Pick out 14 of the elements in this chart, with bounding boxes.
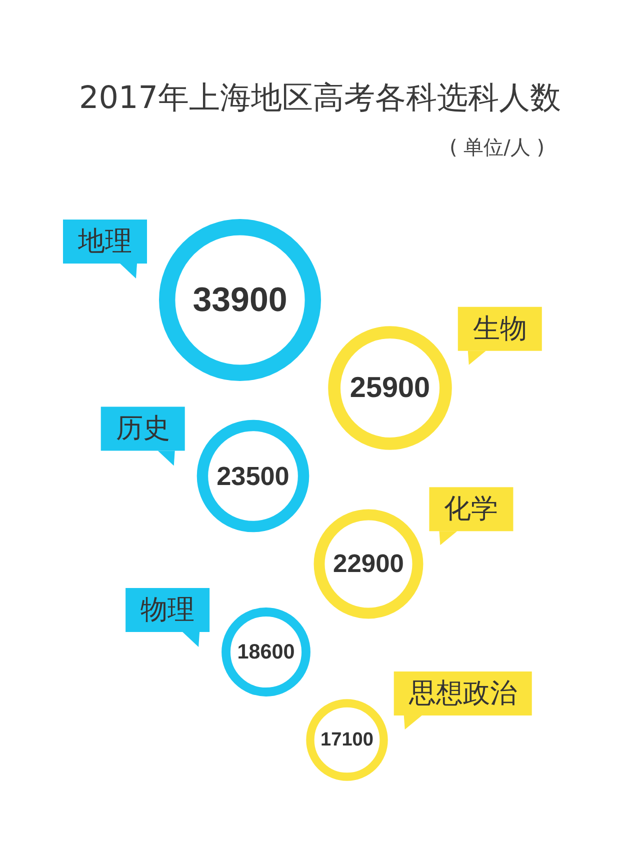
value-label: 22900 [333, 550, 404, 578]
value-label: 23500 [216, 461, 290, 491]
category-label: 地理 [78, 226, 132, 258]
category-label: 生物 [472, 313, 527, 344]
subtitle: ( 单位/人 ) [449, 135, 545, 159]
category-label: 思想政治 [408, 678, 517, 709]
category-label: 化学 [444, 494, 498, 525]
value-label: 17100 [320, 730, 374, 750]
value-label: 33900 [192, 281, 288, 319]
category-label: 物理 [140, 594, 195, 626]
title: 2017年上海地区高考各科选科人数 [79, 80, 561, 116]
value-label: 25900 [350, 372, 430, 404]
category-label: 历史 [116, 413, 170, 444]
value-label: 18600 [237, 640, 295, 664]
